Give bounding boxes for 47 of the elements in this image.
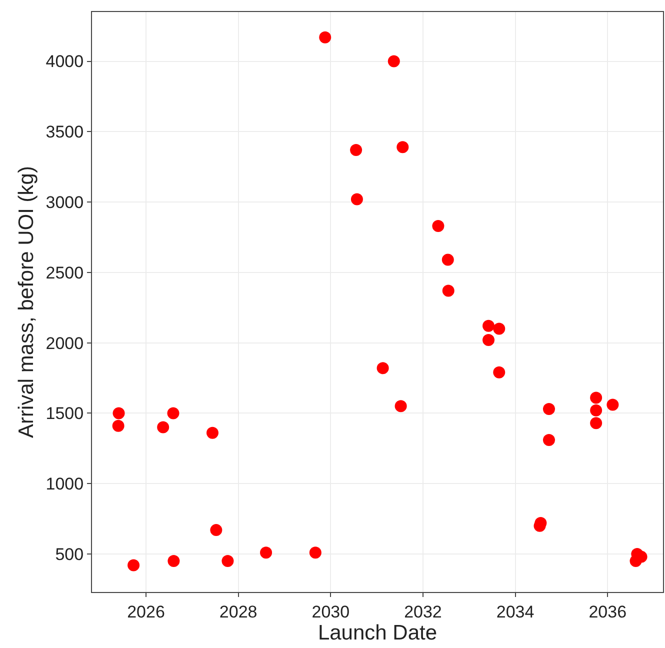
x-tick-label: 2026 (127, 602, 165, 622)
y-tick-label: 500 (55, 544, 84, 564)
point (128, 559, 140, 572)
point (376, 362, 389, 374)
x-tick-label: 2028 (219, 602, 258, 622)
point (606, 398, 619, 411)
point (112, 407, 125, 420)
y-tick-label: 2000 (46, 334, 84, 353)
y-tick-label: 2500 (46, 263, 84, 282)
point (432, 220, 444, 232)
point (260, 546, 272, 559)
point (388, 55, 400, 68)
point (350, 144, 362, 156)
y-tick-label: 3500 (46, 122, 84, 142)
point (210, 524, 222, 536)
point (168, 555, 180, 568)
point (442, 284, 454, 297)
point (590, 404, 602, 416)
x-axis-title: Launch Date (318, 622, 438, 645)
y-axis-title: Arrival mass, before UOI (kg) (14, 166, 38, 438)
point (319, 31, 332, 44)
point (206, 426, 218, 439)
point (442, 254, 454, 266)
point (590, 392, 602, 404)
y-tick-label: 1500 (46, 404, 84, 424)
point (482, 334, 495, 346)
point (309, 546, 322, 559)
point (157, 421, 170, 434)
point (542, 434, 555, 446)
point (493, 322, 506, 335)
y-tick-label: 1000 (46, 474, 84, 494)
point (542, 402, 555, 415)
point (350, 193, 363, 206)
y-tick-label: 3000 (46, 193, 84, 212)
point (396, 141, 409, 154)
point (167, 407, 180, 420)
point (222, 555, 234, 568)
point (394, 400, 407, 412)
x-tick-label: 2030 (312, 602, 350, 622)
point (112, 420, 124, 432)
point (482, 320, 495, 332)
x-tick-label: 2036 (588, 602, 627, 622)
x-tick-label: 2034 (496, 602, 534, 622)
point (493, 366, 506, 378)
y-tick-label: 4000 (46, 52, 84, 72)
x-tick-label: 2032 (404, 602, 442, 622)
point (590, 417, 602, 430)
